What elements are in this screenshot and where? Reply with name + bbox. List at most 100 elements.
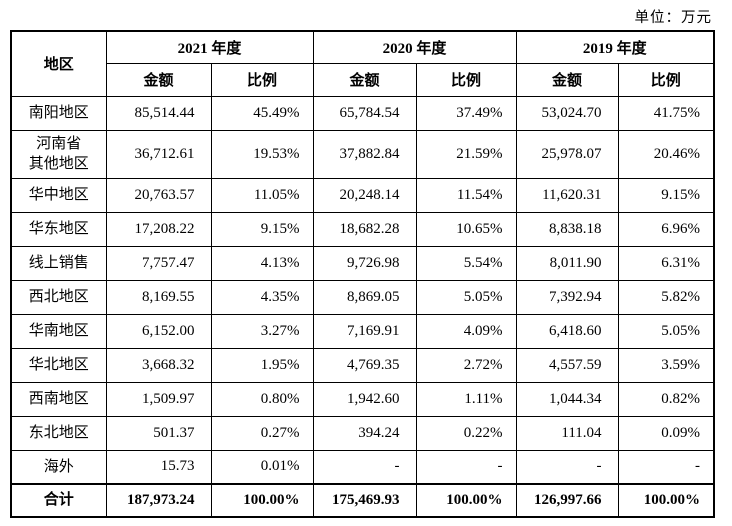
amount-cell: 111.04	[515, 415, 619, 451]
ratio-cell: -	[415, 449, 517, 485]
table-row: 西南地区 1,509.97 0.80% 1,942.60 1.11% 1,044.34 0.…	[10, 381, 715, 417]
header-ratio-2021: 比例	[210, 62, 314, 97]
amount-cell: 8,011.90	[515, 245, 619, 281]
ratio-cell: 5.05%	[617, 313, 715, 349]
ratio-cell: 9.15%	[210, 211, 314, 247]
amount-cell: 65,784.54	[312, 95, 417, 131]
region-cell: 河南省 其他地区	[10, 129, 107, 179]
table-row: 华北地区 3,668.32 1.95% 4,769.35 2.72% 4,557.59 3.…	[10, 347, 715, 383]
region-cell: 合计	[10, 483, 107, 518]
header-year-2020: 2020 年度	[312, 30, 517, 64]
ratio-cell: 45.49%	[210, 95, 314, 131]
amount-cell: 36,712.61	[105, 129, 212, 179]
header-year-2019: 2019 年度	[515, 30, 715, 64]
ratio-cell: 100.00%	[210, 483, 314, 518]
ratio-cell: 9.15%	[617, 177, 715, 213]
amount-cell: 394.24	[312, 415, 417, 451]
table-row: 西北地区 8,169.55 4.35% 8,869.05 5.05% 7,392.94 5.…	[10, 279, 715, 315]
regional-revenue-table: 地区 2021 年度 2020 年度 2019 年度 金额 比例 金额 比例 金…	[10, 30, 716, 518]
amount-cell: 1,942.60	[312, 381, 417, 417]
amount-cell: 18,682.28	[312, 211, 417, 247]
region-cell: 华东地区	[10, 211, 107, 247]
amount-cell: 7,169.91	[312, 313, 417, 349]
region-cell: 华北地区	[10, 347, 107, 383]
amount-cell: 3,668.32	[105, 347, 212, 383]
ratio-cell: 5.82%	[617, 279, 715, 315]
ratio-cell: 100.00%	[415, 483, 517, 518]
ratio-cell: 3.27%	[210, 313, 314, 349]
region-cell: 线上销售	[10, 245, 107, 281]
ratio-cell: 0.80%	[210, 381, 314, 417]
amount-cell: 8,869.05	[312, 279, 417, 315]
header-region: 地区	[10, 30, 107, 97]
ratio-cell: 6.31%	[617, 245, 715, 281]
table-row: 华东地区 17,208.22 9.15% 18,682.28 10.65% 8,838.1…	[10, 211, 715, 247]
region-cell: 南阳地区	[10, 95, 107, 131]
region-cell: 东北地区	[10, 415, 107, 451]
ratio-cell: 100.00%	[617, 483, 715, 518]
region-cell: 海外	[10, 449, 107, 485]
ratio-cell: -	[617, 449, 715, 485]
table-row: 华中地区 20,763.57 11.05% 20,248.14 11.54% 11,620…	[10, 177, 715, 213]
header-amount-2021: 金额	[105, 62, 212, 97]
amount-cell: 6,152.00	[105, 313, 212, 349]
amount-cell: 1,044.34	[515, 381, 619, 417]
amount-cell: 4,557.59	[515, 347, 619, 383]
table-total-row: 合计 187,973.24 100.00% 175,469.93 100.00% 126,…	[10, 483, 715, 518]
amount-cell: 501.37	[105, 415, 212, 451]
amount-cell: 8,169.55	[105, 279, 212, 315]
amount-cell: 53,024.70	[515, 95, 619, 131]
amount-cell: 1,509.97	[105, 381, 212, 417]
unit-label: 单位：万元	[634, 10, 712, 26]
ratio-cell: 3.59%	[617, 347, 715, 383]
amount-cell: 20,763.57	[105, 177, 212, 213]
header-amount-2020: 金额	[312, 62, 417, 97]
header-ratio-2019: 比例	[617, 62, 715, 97]
ratio-cell: 0.82%	[617, 381, 715, 417]
ratio-cell: 11.05%	[210, 177, 314, 213]
ratio-cell: 5.05%	[415, 279, 517, 315]
amount-cell: 85,514.44	[105, 95, 212, 131]
table-row: 线上销售 7,757.47 4.13% 9,726.98 5.54% 8,011.90 6.…	[10, 245, 715, 281]
region-cell: 华中地区	[10, 177, 107, 213]
ratio-cell: 0.09%	[617, 415, 715, 451]
amount-cell: 187,973.24	[105, 483, 212, 518]
amount-cell: -	[515, 449, 619, 485]
table-row: 华南地区 6,152.00 3.27% 7,169.91 4.09% 6,418.60 5.…	[10, 313, 715, 349]
ratio-cell: 5.54%	[415, 245, 517, 281]
ratio-cell: 4.35%	[210, 279, 314, 315]
amount-cell: -	[312, 449, 417, 485]
table-row: 海外 15.73 0.01% - - - -	[10, 449, 715, 485]
amount-cell: 8,838.18	[515, 211, 619, 247]
ratio-cell: 20.46%	[617, 129, 715, 179]
ratio-cell: 1.11%	[415, 381, 517, 417]
amount-cell: 37,882.84	[312, 129, 417, 179]
table-body: 南阳地区 85,514.44 45.49% 65,784.54 37.49% 53,024…	[10, 95, 715, 518]
ratio-cell: 19.53%	[210, 129, 314, 179]
amount-cell: 9,726.98	[312, 245, 417, 281]
ratio-cell: 11.54%	[415, 177, 517, 213]
region-cell: 西南地区	[10, 381, 107, 417]
ratio-cell: 10.65%	[415, 211, 517, 247]
amount-cell: 6,418.60	[515, 313, 619, 349]
header-year-row: 地区 2021 年度 2020 年度 2019 年度	[10, 30, 715, 97]
table-row: 南阳地区 85,514.44 45.49% 65,784.54 37.49% 53,024…	[10, 95, 715, 131]
amount-cell: 11,620.31	[515, 177, 619, 213]
ratio-cell: 41.75%	[617, 95, 715, 131]
amount-cell: 15.73	[105, 449, 212, 485]
header-year-2021: 2021 年度	[105, 30, 314, 64]
amount-cell: 4,769.35	[312, 347, 417, 383]
ratio-cell: 0.22%	[415, 415, 517, 451]
amount-cell: 20,248.14	[312, 177, 417, 213]
ratio-cell: 21.59%	[415, 129, 517, 179]
region-cell: 西北地区	[10, 279, 107, 315]
header-ratio-2020: 比例	[415, 62, 517, 97]
header-amount-2019: 金额	[515, 62, 619, 97]
ratio-cell: 4.13%	[210, 245, 314, 281]
ratio-cell: 6.96%	[617, 211, 715, 247]
ratio-cell: 1.95%	[210, 347, 314, 383]
amount-cell: 175,469.93	[312, 483, 417, 518]
amount-cell: 126,997.66	[515, 483, 619, 518]
amount-cell: 7,392.94	[515, 279, 619, 315]
